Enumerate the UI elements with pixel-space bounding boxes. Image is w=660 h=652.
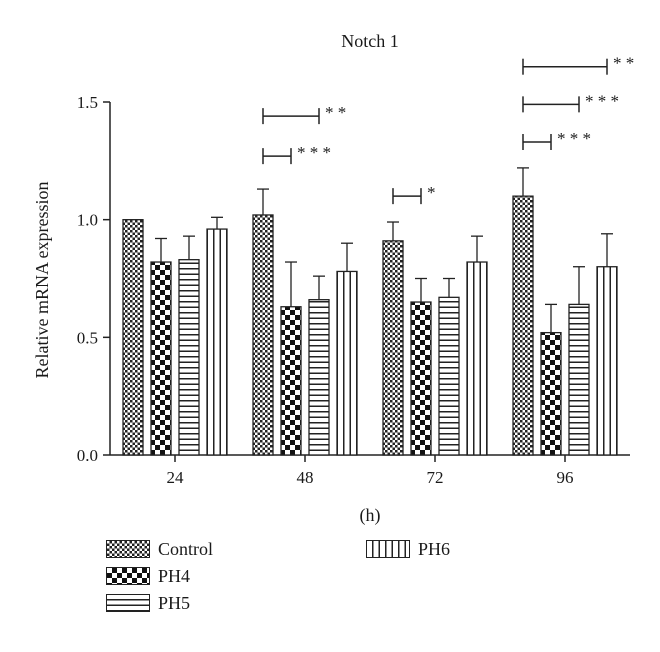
bar-ph4 — [150, 261, 172, 456]
x-tick-label: 24 — [167, 468, 185, 487]
significance-label: * * * — [557, 129, 591, 148]
significance-label: * * — [325, 103, 346, 122]
bar-ph6 — [336, 270, 358, 456]
legend-item-ph6: PH6 — [366, 538, 450, 560]
chart-title: Notch 1 — [341, 31, 399, 51]
significance-label: * * — [613, 54, 634, 73]
bar-ph5 — [308, 299, 330, 456]
significance-label: * * * — [297, 143, 331, 162]
bars — [122, 195, 618, 456]
significance-label: * * * — [585, 91, 619, 110]
y-tick-label: 0.5 — [77, 328, 98, 347]
bar-ph4 — [540, 331, 562, 456]
x-axis-label: (h) — [360, 505, 381, 526]
x-tick-label: 48 — [297, 468, 314, 487]
legend: Control PH4 PH5 PH6 — [106, 536, 526, 626]
ph6-swatch — [366, 540, 410, 558]
significance-label: * — [427, 183, 436, 202]
y-tick-label: 1.0 — [77, 211, 98, 230]
error-bars — [155, 167, 613, 333]
bar-ph5 — [178, 259, 200, 456]
bar-ph6 — [596, 266, 618, 456]
bar-ph4 — [280, 306, 302, 456]
bar-ph5 — [568, 303, 590, 456]
x-tick-label: 96 — [557, 468, 574, 487]
bar-ph6 — [466, 261, 488, 456]
y-tick-label: 1.5 — [77, 93, 98, 112]
x-tick-label: 72 — [427, 468, 444, 487]
bar-control — [122, 219, 144, 456]
bar-ph6 — [206, 228, 228, 456]
bar-control — [382, 240, 404, 456]
control-swatch — [106, 540, 150, 558]
y-tick-label: 0.0 — [77, 446, 98, 465]
x-ticks: 24 48 72 96 — [167, 455, 574, 487]
legend-label: PH6 — [418, 538, 451, 559]
y-axis-label: Relative mRNA expression — [32, 182, 52, 379]
significance-brackets: * * * * * * * * * * * * * * — [262, 54, 634, 205]
bar-ph5 — [438, 296, 460, 456]
y-ticks: 0.0 0.5 1.0 1.5 — [77, 93, 110, 465]
legend-label: PH5 — [158, 592, 191, 613]
legend-item-ph4: PH4 — [106, 565, 190, 587]
legend-item-control: Control — [106, 538, 213, 560]
legend-label: PH4 — [158, 565, 191, 586]
ph5-swatch — [106, 594, 150, 612]
ph4-swatch — [106, 567, 150, 585]
legend-label: Control — [158, 538, 214, 559]
bar-ph4 — [410, 301, 432, 456]
bar-control — [252, 214, 274, 456]
legend-item-ph5: PH5 — [106, 592, 190, 614]
bar-control — [512, 195, 534, 456]
